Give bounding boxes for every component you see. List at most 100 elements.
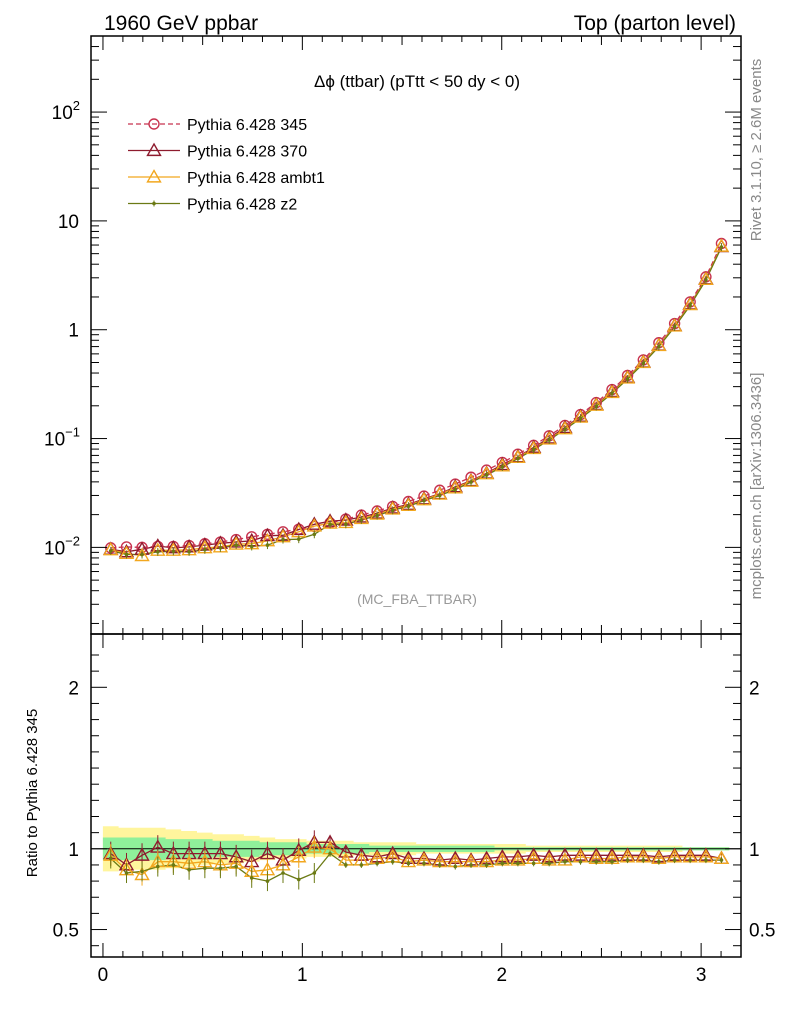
ratio-frame [90, 633, 742, 958]
main-data-point [682, 296, 698, 311]
ratio-data-point [406, 861, 411, 866]
main-data-point [500, 465, 505, 469]
ratio-data-point [306, 839, 323, 853]
main-data-point [108, 549, 113, 553]
ratio-data-point [437, 863, 442, 867]
y-tick-label: 2 [68, 678, 79, 699]
ratio-data-point [610, 859, 614, 864]
main-data-point [625, 377, 630, 381]
ratio-data-point [672, 858, 677, 862]
legend-label: Pythia 6.428 z2 [187, 197, 297, 214]
main-data-point [516, 456, 520, 461]
legend-marker [148, 118, 160, 130]
legend-label: Pythia 6.428 345 [187, 117, 307, 134]
x-tick-label: 2 [496, 965, 507, 986]
main-data-point [698, 271, 714, 285]
main-data-point [531, 447, 536, 452]
main-data-point [306, 516, 323, 530]
main-data-point [328, 522, 332, 527]
ratio-data-point [134, 847, 150, 861]
ratio-data-point [657, 859, 661, 864]
ratio-data-point [578, 859, 583, 864]
main-data-point [719, 245, 724, 249]
legend-marker [152, 201, 156, 206]
axes [90, 35, 742, 958]
main-data-point [203, 548, 207, 552]
x-tick-label: 3 [696, 965, 707, 986]
ratio-data-point [500, 861, 505, 866]
main-data-point [657, 344, 661, 349]
ratio-data-point [641, 858, 646, 862]
ratio-data-point [625, 858, 630, 862]
y-tick-label: 10−1 [44, 425, 80, 451]
ratio-data-point [390, 859, 395, 864]
ratio-data-point [400, 853, 417, 868]
main-series-line [110, 245, 723, 557]
main-data-point [171, 549, 176, 554]
ratio-data-point [713, 850, 730, 865]
ratio-data-point [704, 858, 708, 862]
y-tick-label: 102 [52, 98, 80, 124]
ratio-data-point [422, 861, 426, 866]
ratio-series-line [110, 846, 722, 876]
main-data-point [713, 238, 730, 252]
y-tick-label: 0.5 [749, 921, 775, 942]
main-data-point [610, 391, 614, 396]
ratio-data-point [203, 866, 207, 870]
legend-label: Pythia 6.428 ambt1 [187, 170, 325, 187]
ratio-series-line [110, 852, 722, 882]
main-data-point [140, 552, 144, 557]
y-tick-label: 1 [68, 840, 79, 861]
series-markers [103, 237, 730, 892]
legend-marker [146, 169, 162, 183]
ratio-data-point [234, 864, 238, 869]
ratio-ylabel: Ratio to Pythia 6.428 345 [24, 709, 41, 877]
ratio-data-point [249, 876, 254, 880]
main-data-point [563, 427, 567, 432]
main-data-point [281, 537, 285, 542]
legend-label: Pythia 6.428 370 [187, 144, 307, 161]
y-tick-label: 1 [749, 840, 760, 861]
ratio-data-point [265, 879, 270, 883]
main-data-point [704, 278, 708, 282]
ratio-data-point [516, 861, 520, 866]
y-tick-label: 2 [749, 678, 760, 699]
ratio-data-point [719, 858, 724, 862]
ratio-data-point [155, 864, 160, 869]
y-tick-label: 10−2 [44, 533, 80, 559]
main-data-point [134, 547, 150, 562]
ratio-data-point [375, 861, 379, 866]
ratio-data-point [259, 845, 276, 860]
main-series-line [110, 243, 723, 549]
main-data-point [296, 537, 301, 541]
ratio-data-point [594, 859, 599, 864]
main-data-point [259, 527, 276, 542]
main-data-point [406, 504, 411, 509]
mcplots-label: mcplots.cern.ch [arXiv:1306.3436] [748, 373, 765, 600]
main-data-point [416, 491, 432, 506]
ratio-data-point [484, 863, 489, 867]
x-tick-label: 1 [297, 965, 308, 986]
main-data-point [187, 550, 191, 554]
main-data-point [688, 303, 692, 308]
ratio-data-point [557, 852, 573, 866]
main-data-point [246, 531, 258, 543]
ratio-data-point [547, 861, 551, 866]
main-data-point [359, 518, 364, 522]
main-data-point [557, 420, 573, 435]
legend-marker [146, 142, 162, 157]
main-data-point [249, 544, 254, 549]
main-data-point [578, 416, 583, 421]
main-data-point [594, 404, 599, 409]
main-data-point [265, 543, 270, 547]
y-tick-label: 10 [58, 212, 79, 233]
ratio-data-point [344, 863, 348, 867]
ratio-data-point [531, 861, 536, 866]
tick-labels: 0 1 2 3 10−2 10−1 1 10 102 0.5 0.5 1 1 2 2 [44, 98, 775, 986]
main-data-point [400, 497, 417, 511]
ratio-data-point [688, 858, 692, 862]
main-data-point [484, 473, 489, 477]
ratio-data-point [218, 866, 223, 870]
main-data-point [234, 543, 238, 547]
